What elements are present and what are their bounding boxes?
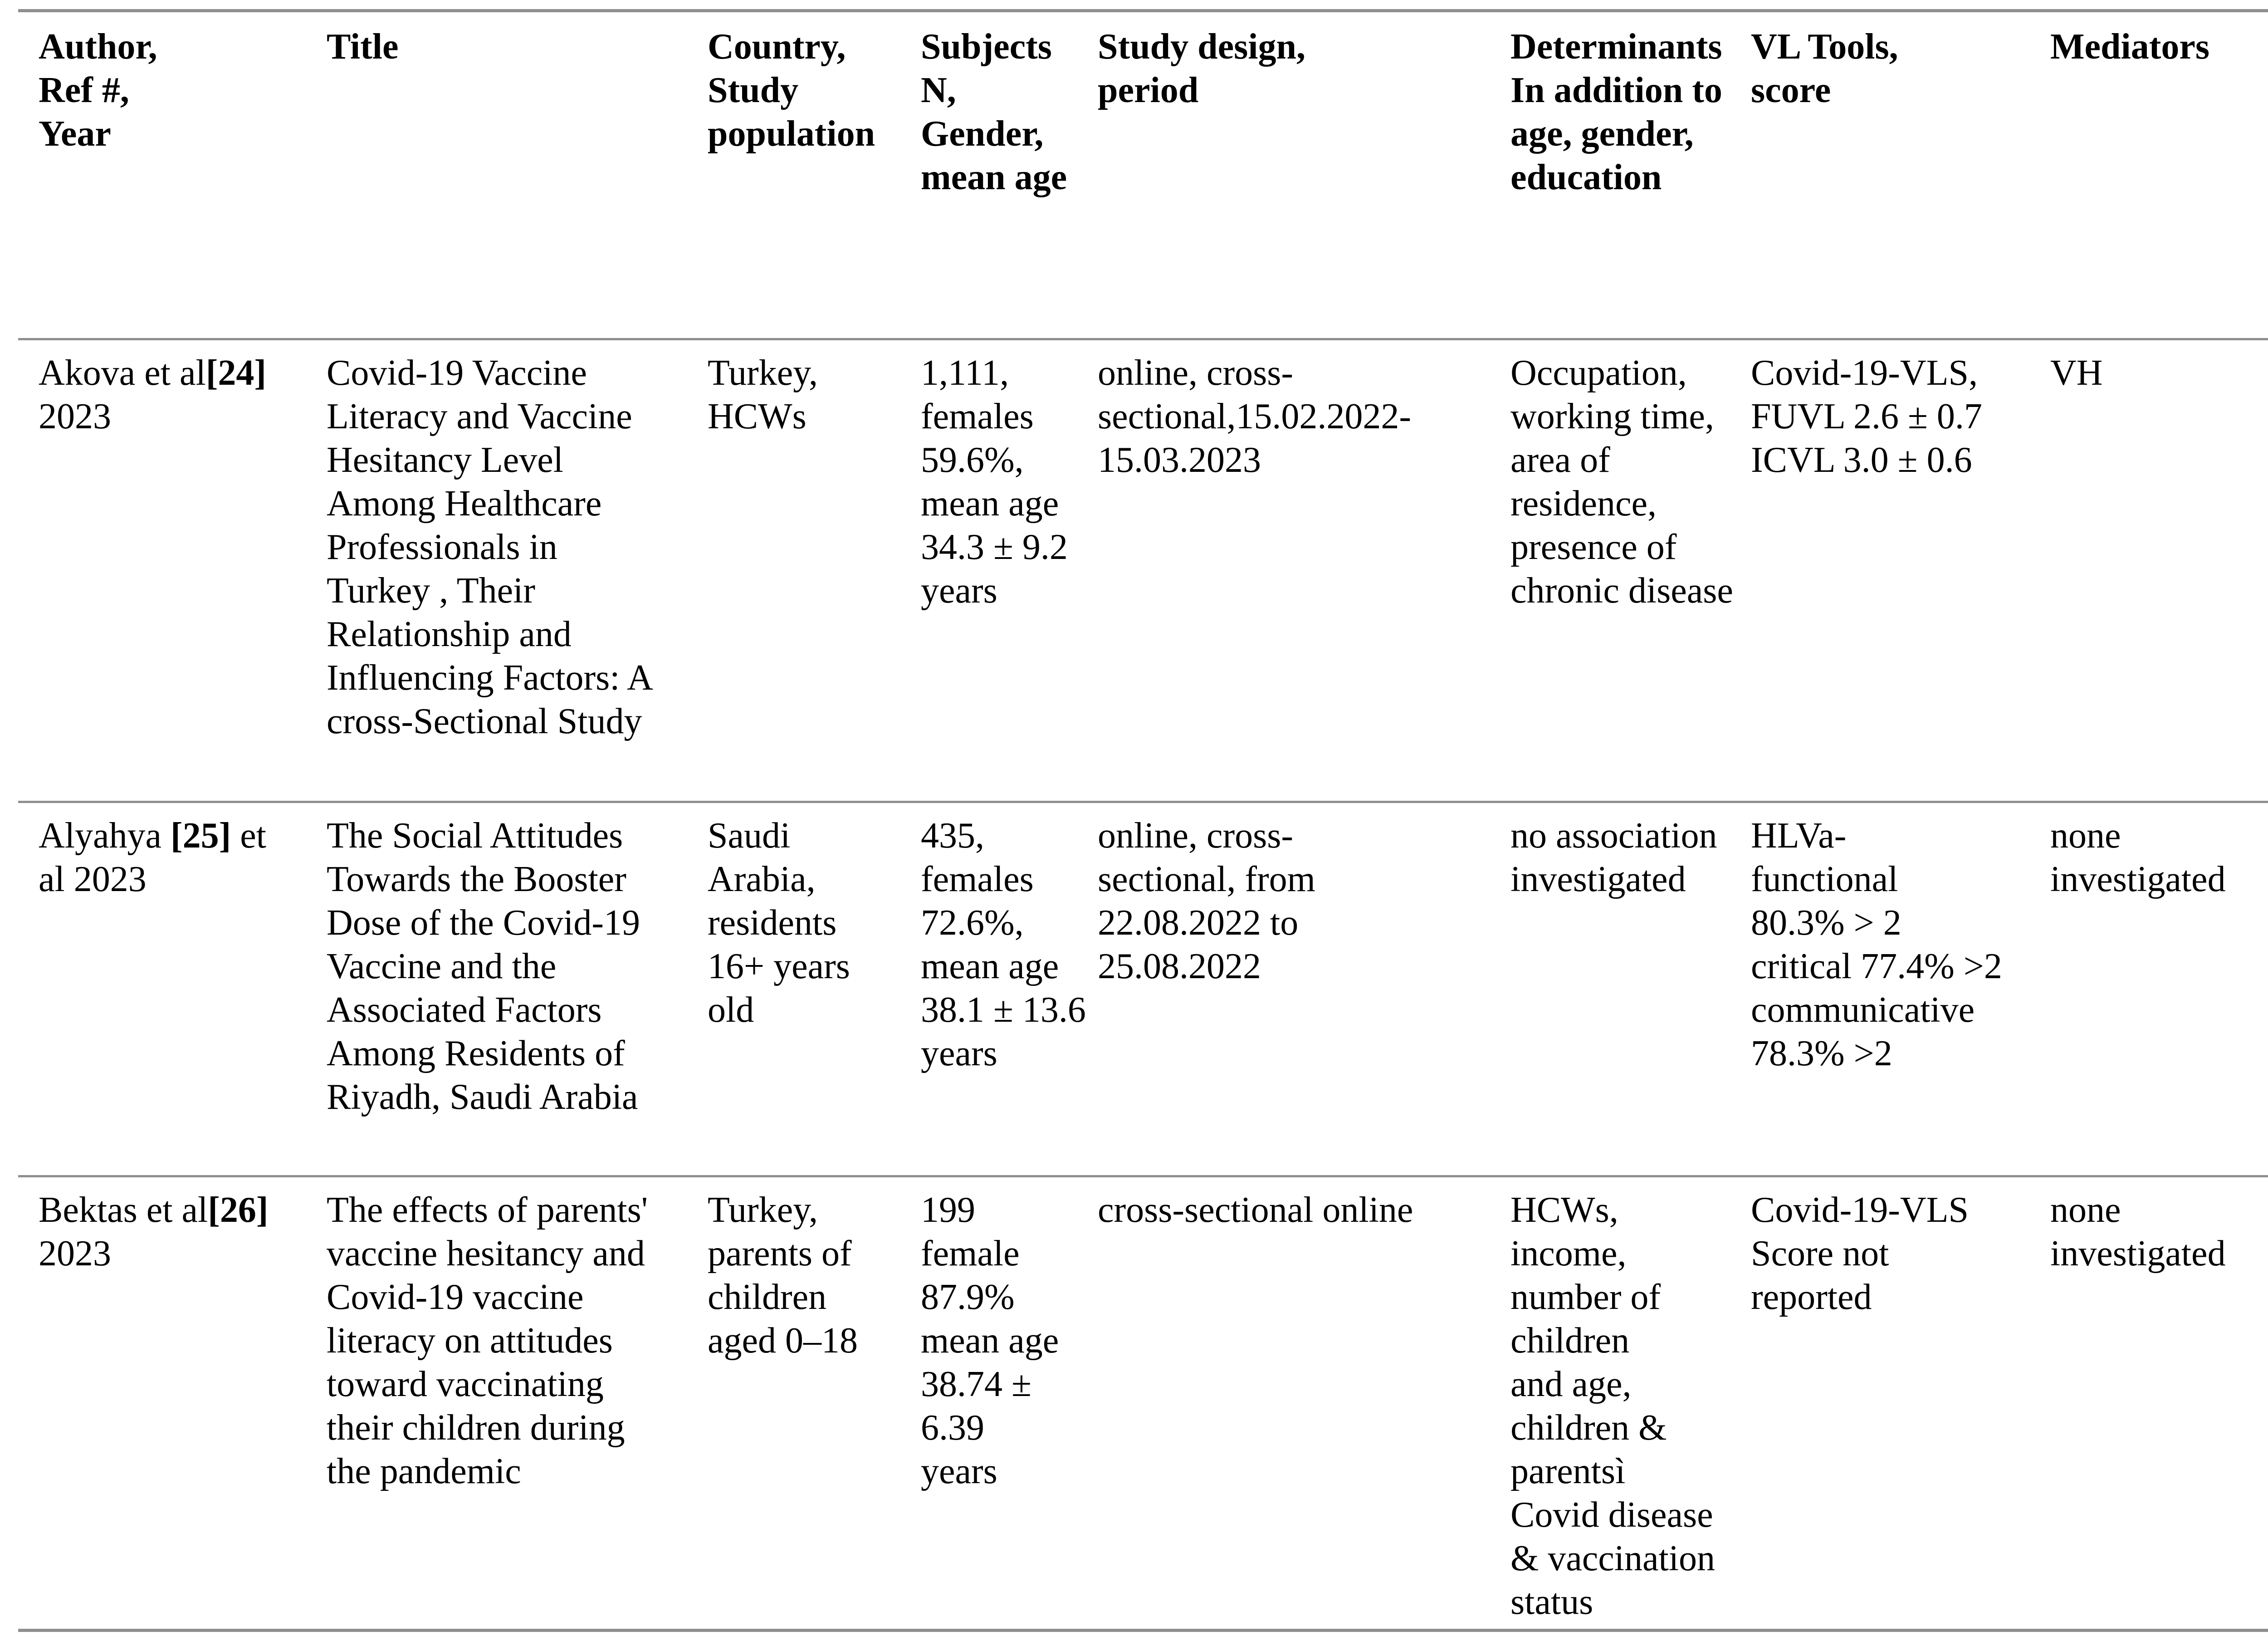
cell-mediators: none investigated [2050, 1190, 2226, 1274]
cell-mediators: VH [2050, 353, 2103, 393]
author-year: et al 2023 [39, 816, 267, 899]
table-row-bektas: Bektas et al[26] 2023 The effects of par… [18, 1177, 2268, 1632]
cell-title: The effects of parents' vaccine hesitanc… [327, 1190, 648, 1491]
author-name: Akova et al [39, 353, 206, 393]
table-header-row: Author, Ref #, Year Title Country, Study… [18, 12, 2268, 340]
cell-subjects: 199 female 87.9% mean age 38.74 ± 6.39 y… [921, 1190, 1059, 1491]
cell-country: Turkey, parents of children aged 0–18 [708, 1190, 858, 1361]
cell-subjects: 435, females 72.6%, mean age 38.1 ± 13.6… [921, 816, 1086, 1073]
cell-country: Turkey, HCWs [708, 353, 818, 436]
cell-author: Akova et al[24] 2023 [18, 340, 306, 438]
cell-determinants: HCWs, income, number of children and age… [1510, 1190, 1715, 1622]
cell-vl-tools: HLVa- functional 80.3% > 2 critical 77.4… [1751, 816, 2002, 1073]
header-cell-mediators: Mediators [2050, 27, 2210, 67]
cell-vl-tools: Covid-19-VLS, FUVL 2.6 ± 0.7 ICVL 3.0 ± … [1751, 353, 1982, 480]
cell-title: Covid-19 Vaccine Literacy and Vaccine He… [327, 353, 653, 741]
table-row-alyahya: Alyahya [25] et al 2023 The Social Attit… [18, 803, 2268, 1177]
cell-country: Saudi Arabia, residents 16+ years old [708, 816, 850, 1030]
author-year: 2023 [39, 397, 111, 436]
cell-determinants: Occupation, working time, area of reside… [1510, 353, 1733, 611]
reference-number: [24] [205, 353, 267, 393]
header-cell-vl-tools: VL Tools, score [1751, 27, 1898, 110]
cell-vl-tools: Covid-19-VLS Score not reported [1751, 1190, 1969, 1317]
cell-author: Alyahya [25] et al 2023 [18, 803, 306, 901]
cell-mediators: none investigated [2050, 816, 2226, 899]
cell-title: The Social Attitudes Towards the Booster… [327, 816, 640, 1117]
header-cell-title: Title [327, 27, 399, 67]
header-cell-author: Author, Ref #, Year [39, 27, 157, 154]
header-cell-subjects: Subjects N, Gender, mean age [921, 27, 1067, 197]
cell-design: cross-sectional online [1098, 1190, 1413, 1230]
header-cell-country: Country, Study population [708, 27, 875, 154]
reference-number: [25] [171, 816, 231, 856]
cell-design: online, cross- sectional,15.02.2022- 15.… [1098, 353, 1411, 480]
author-year: 2023 [39, 1234, 111, 1274]
cell-subjects: 1,111, females 59.6%, mean age 34.3 ± 9.… [921, 353, 1068, 611]
author-name: Alyahya [39, 816, 171, 856]
cell-author: Bektas et al[26] 2023 [18, 1177, 306, 1275]
cell-determinants: no association investigated [1510, 816, 1717, 899]
author-name: Bektas et al [39, 1190, 208, 1230]
studies-table: Author, Ref #, Year Title Country, Study… [18, 9, 2268, 1632]
table-row-akova: Akova et al[24] 2023 Covid-19 Vaccine Li… [18, 340, 2268, 803]
header-cell-determinants: Determinants In addition to age, gender,… [1510, 27, 1722, 197]
reference-number: [26] [208, 1190, 269, 1230]
header-cell-design: Study design, period [1098, 27, 1305, 110]
cell-design: online, cross- sectional, from 22.08.202… [1098, 816, 1315, 986]
